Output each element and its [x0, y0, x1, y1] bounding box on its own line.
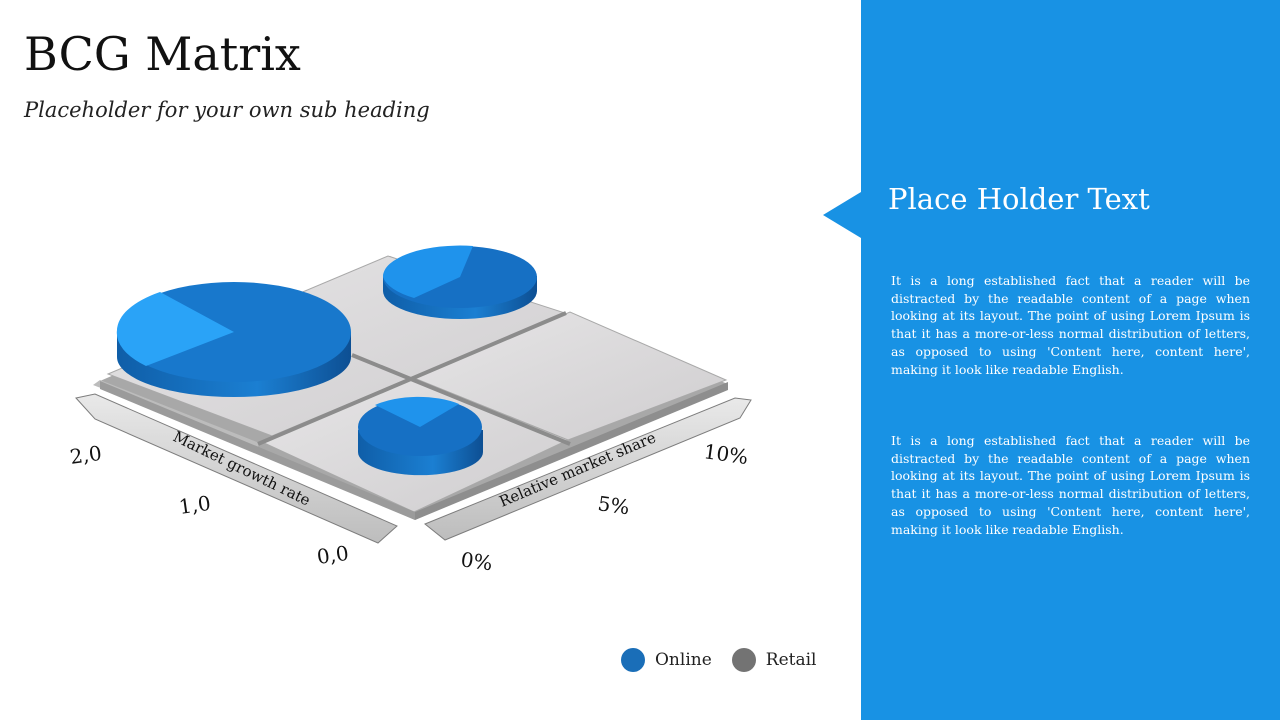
left-axis-bar	[75, 393, 398, 544]
page-title: BCG Matrix	[24, 27, 301, 81]
legend-item-retail: Retail	[731, 648, 817, 672]
panel-paragraph-2: It is a long established fact that a rea…	[891, 433, 1250, 537]
text-panel: Place Holder Text It is a long establish…	[861, 0, 1280, 720]
legend-dot-retail	[731, 648, 756, 672]
pie-top-right	[382, 245, 537, 319]
page-subtitle: Placeholder for your own sub heading	[24, 98, 430, 122]
legend-label-retail: Retail	[765, 650, 817, 670]
matrix-divider-2	[351, 353, 571, 446]
panel-title: Place Holder Text	[888, 182, 1150, 216]
right-tick-10: 10%	[702, 439, 749, 469]
pie-large	[116, 282, 351, 397]
right-tick-0: 0%	[459, 547, 494, 575]
left-tick-1: 1,0	[177, 491, 212, 519]
legend-dot-online	[621, 648, 645, 672]
right-tick-5: 5%	[596, 491, 631, 519]
legend: Online Retail	[621, 648, 836, 672]
pie-front	[358, 396, 483, 476]
bcg-matrix-diagram: Market growth rate Relative market share…	[68, 245, 752, 575]
left-tick-0: 0,0	[315, 541, 350, 569]
left-tick-2: 2,0	[68, 441, 103, 469]
panel-pointer-arrow	[823, 192, 861, 238]
matrix-edge-left	[100, 381, 415, 520]
legend-item-online: Online	[621, 648, 712, 672]
matrix-edge-right	[415, 382, 728, 520]
panel-paragraph-1: It is a long established fact that a rea…	[891, 273, 1250, 377]
right-axis-bar	[424, 397, 752, 541]
legend-label-online: Online	[655, 650, 712, 670]
